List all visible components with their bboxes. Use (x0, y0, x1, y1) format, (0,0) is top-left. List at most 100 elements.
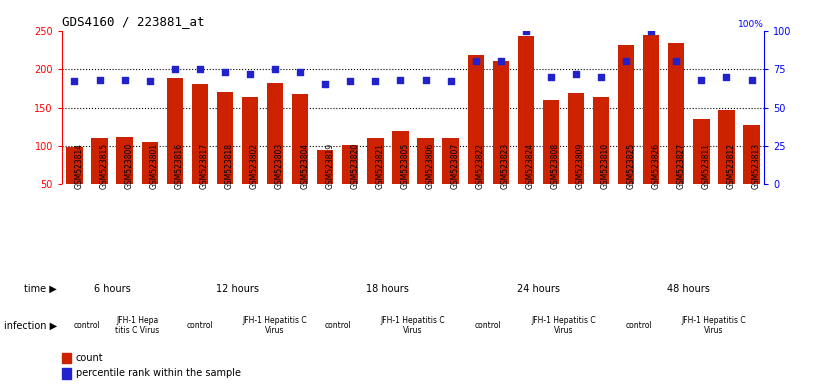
Bar (668, 43, 685, 184)
Text: GSM523815: GSM523815 (100, 143, 108, 189)
Point (745, 77, 758, 83)
Point (193, 66, 206, 72)
Text: GSM523814: GSM523814 (74, 143, 83, 189)
Bar (141, 142, 158, 184)
Text: JFH-1 Hepa
titis C Virus: JFH-1 Hepa titis C Virus (115, 316, 159, 335)
Text: GSM523812: GSM523812 (726, 143, 735, 189)
Text: GSM523813: GSM523813 (752, 143, 761, 189)
Text: 18 hours: 18 hours (367, 284, 410, 294)
Text: GSM523811: GSM523811 (701, 143, 710, 189)
Text: GSM523808: GSM523808 (551, 143, 560, 189)
Text: GSM523816: GSM523816 (175, 143, 184, 189)
Point (68, 78, 81, 84)
Bar (719, 110, 734, 184)
Point (620, 58, 633, 65)
Text: JFH-1 Hepatitis C
Virus: JFH-1 Hepatitis C Virus (381, 316, 445, 335)
Point (268, 66, 282, 72)
Point (368, 78, 382, 84)
Text: GSM523818: GSM523818 (225, 143, 234, 189)
Point (595, 74, 608, 80)
Text: GSM523817: GSM523817 (200, 143, 209, 189)
Point (670, 58, 683, 65)
Point (293, 69, 306, 75)
Text: GSM523801: GSM523801 (150, 143, 159, 189)
Text: count: count (76, 353, 103, 363)
Text: GSM523809: GSM523809 (576, 142, 585, 189)
Bar (267, 83, 283, 184)
Text: control: control (625, 321, 652, 330)
Point (419, 77, 432, 83)
Point (719, 74, 733, 80)
Point (244, 71, 257, 77)
Bar (618, 45, 634, 184)
Bar (62, 368, 71, 379)
Text: GSM523805: GSM523805 (401, 142, 410, 189)
Point (695, 77, 708, 83)
Text: control: control (325, 321, 351, 330)
Text: GSM523820: GSM523820 (350, 143, 359, 189)
Bar (342, 145, 358, 184)
Point (319, 81, 332, 88)
Text: GSM523800: GSM523800 (125, 142, 134, 189)
Point (520, 28, 533, 34)
Point (118, 77, 131, 83)
Bar (693, 119, 710, 184)
Point (93, 77, 107, 83)
Bar (317, 150, 334, 184)
Bar (242, 97, 259, 184)
Text: JFH-1 Hepatitis C
Virus: JFH-1 Hepatitis C Virus (681, 316, 746, 335)
Point (218, 69, 231, 75)
Text: GSM523806: GSM523806 (425, 142, 434, 189)
Point (469, 58, 482, 65)
Text: percentile rank within the sample: percentile rank within the sample (76, 368, 241, 378)
Text: control: control (187, 321, 213, 330)
Point (169, 66, 182, 72)
Bar (92, 138, 107, 184)
Text: GSM523802: GSM523802 (250, 143, 259, 189)
Text: JFH-1 Hepatitis C
Virus: JFH-1 Hepatitis C Virus (531, 316, 596, 335)
Bar (216, 92, 233, 184)
Bar (518, 36, 534, 184)
Text: infection ▶: infection ▶ (4, 320, 57, 331)
Text: GSM523810: GSM523810 (601, 143, 610, 189)
Point (143, 78, 156, 84)
Text: GSM523803: GSM523803 (275, 142, 284, 189)
Text: JFH-1 Hepatitis C
Virus: JFH-1 Hepatitis C Virus (243, 316, 307, 335)
Text: GSM523824: GSM523824 (526, 143, 535, 189)
Point (569, 71, 582, 77)
Bar (417, 138, 434, 184)
Text: GSM523804: GSM523804 (300, 142, 309, 189)
Text: 48 hours: 48 hours (667, 284, 710, 294)
Bar (368, 138, 383, 184)
Text: GSM523821: GSM523821 (375, 143, 384, 189)
Bar (192, 84, 208, 184)
Bar (392, 131, 409, 184)
Text: 6 hours: 6 hours (93, 284, 131, 294)
Bar (743, 125, 760, 184)
Text: 24 hours: 24 hours (517, 284, 560, 294)
Bar (543, 100, 559, 184)
Point (394, 77, 407, 83)
Point (344, 78, 357, 84)
Bar (443, 138, 458, 184)
Text: GSM523827: GSM523827 (676, 143, 686, 189)
Text: 100%: 100% (738, 20, 764, 29)
Text: GSM523822: GSM523822 (476, 143, 485, 189)
Bar (167, 78, 183, 184)
Bar (66, 147, 83, 184)
Text: GSM523826: GSM523826 (651, 143, 660, 189)
Text: GSM523819: GSM523819 (325, 143, 335, 189)
Text: GSM523825: GSM523825 (626, 143, 635, 189)
Point (544, 74, 558, 80)
Text: GSM523823: GSM523823 (501, 143, 510, 189)
Text: 12 hours: 12 hours (216, 284, 259, 294)
Bar (468, 55, 484, 184)
Bar (492, 61, 509, 184)
Text: GSM523807: GSM523807 (451, 142, 459, 189)
Text: control: control (74, 321, 101, 330)
Bar (116, 137, 133, 184)
Point (444, 78, 458, 84)
Point (494, 58, 507, 65)
Text: control: control (475, 321, 501, 330)
Bar (593, 97, 610, 184)
